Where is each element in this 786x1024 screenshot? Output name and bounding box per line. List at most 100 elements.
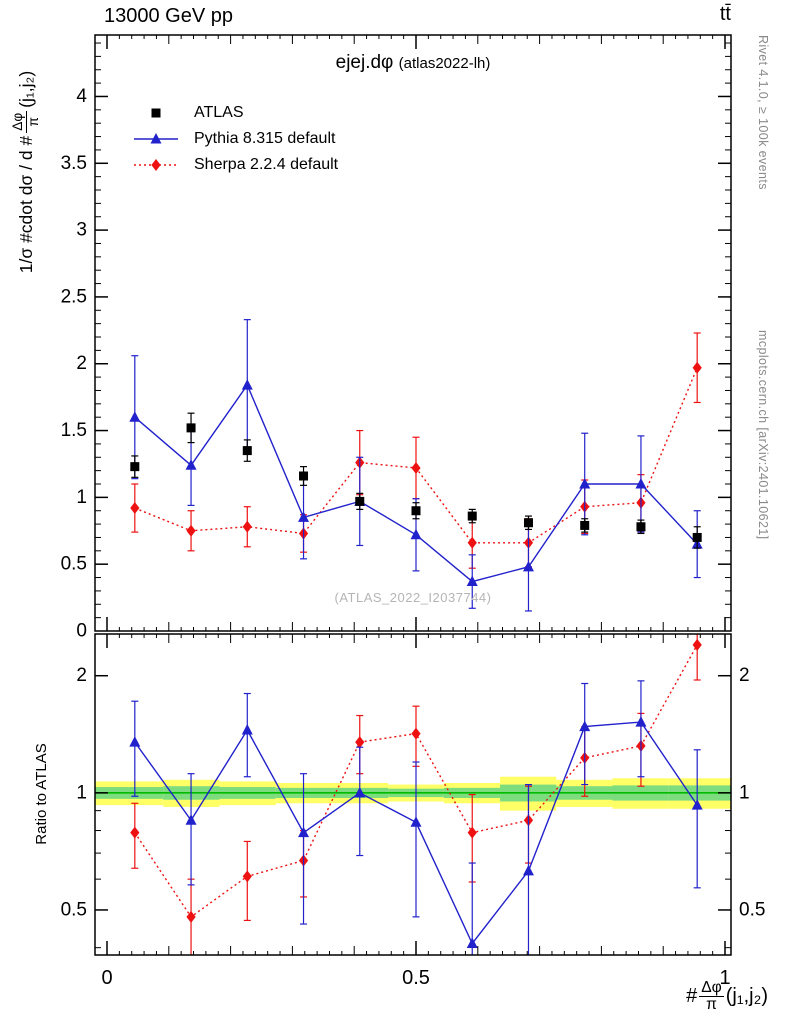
x-tick-label: 0: [101, 967, 112, 989]
data-point-triangle: [129, 736, 141, 747]
fraction-denominator: π: [25, 117, 41, 127]
x-axis-title-suffix: (j₁,j₂): [725, 985, 768, 1008]
data-point-square: [242, 446, 252, 456]
data-point-square: [130, 462, 140, 472]
series-pythia-main: [129, 319, 703, 612]
legend-item-sherpa: Sherpa 2.2.4 default: [126, 152, 338, 178]
data-point-diamond: [186, 524, 196, 537]
legend-marker-shape: [151, 159, 161, 171]
ratio-y-tick-label: 1: [739, 782, 750, 803]
x-tick-label: 0.5: [402, 967, 430, 989]
data-point-triangle: [185, 459, 197, 470]
ratio-y-tick-label: 0.5: [61, 899, 87, 920]
data-point-triangle: [298, 826, 310, 838]
data-point-triangle: [354, 786, 366, 798]
data-point-triangle: [410, 528, 422, 540]
y-tick-label: 1.5: [61, 420, 87, 441]
ratio-y-tick-label: 1: [76, 782, 87, 803]
data-point-square: [411, 506, 421, 516]
plot-title-analysis: (atlas2022-lh): [398, 55, 491, 72]
fraction-numerator: Δφ: [699, 979, 724, 998]
legend-item-atlas: ATLAS: [126, 100, 338, 126]
main-panel-frame: [94, 34, 732, 632]
legend-marker-svg: [134, 133, 178, 144]
ratio-axis-title: Ratio to ATLAS: [33, 743, 50, 845]
legend-label-pythia: Pythia 8.315 default: [194, 130, 336, 147]
data-point-diamond: [186, 910, 196, 923]
data-point-square: [467, 511, 477, 521]
data-point-triangle: [466, 937, 478, 948]
y-tick-label: 2: [76, 353, 87, 374]
legend-item-pythia: Pythia 8.315 default: [126, 126, 338, 152]
data-point-diamond: [242, 870, 252, 883]
data-point-diamond: [692, 638, 702, 651]
ratio-y-tick-label: 2: [739, 665, 750, 686]
data-point-triangle: [635, 478, 647, 489]
data-point-square: [186, 423, 196, 433]
legend: ATLAS Pythia 8.315 default Sherpa 2.2.4 …: [126, 100, 338, 178]
data-point-square: [299, 471, 309, 481]
data-point-triangle: [298, 511, 310, 522]
rivet-version-label: Rivet 4.1.0, ≥ 100k events: [756, 35, 770, 190]
data-point-triangle: [241, 379, 253, 390]
data-point-diamond: [130, 502, 140, 515]
ratio-bands: [95, 776, 731, 811]
legend-marker-shape: [151, 108, 161, 118]
data-point-triangle: [466, 575, 478, 587]
data-point-triangle: [241, 724, 253, 735]
data-point-square: [355, 496, 365, 506]
data-point-diamond: [242, 520, 252, 533]
y-tick-label: 4: [76, 86, 87, 107]
y-axis-title-suffix: (j₁,j₂): [15, 70, 36, 108]
beam-energy-label: 13000 GeV pp: [104, 5, 233, 27]
data-point-diamond: [411, 461, 421, 474]
data-point-diamond: [355, 736, 365, 749]
data-point-square: [636, 522, 646, 532]
data-point-triangle: [129, 411, 141, 422]
pythia-marker-icon: [126, 131, 186, 147]
legend-marker-svg: [134, 159, 178, 171]
data-point-triangle: [579, 720, 591, 732]
data-point-square: [692, 532, 702, 542]
data-point-diamond: [692, 361, 702, 374]
ratio-panel-frame: [94, 633, 732, 956]
y-tick-label: 3: [76, 220, 87, 241]
y-tick-label: 1: [76, 487, 87, 508]
y-tick-label: 0: [76, 621, 87, 642]
legend-marker-shape: [150, 133, 162, 144]
fraction-numerator: Δφ: [10, 110, 27, 133]
analysis-watermark: (ATLAS_2022_I2037744): [334, 590, 492, 605]
atlas-marker-icon: [126, 105, 186, 121]
data-point-diamond: [467, 536, 477, 549]
data-point-triangle: [579, 478, 591, 489]
y-axis-title-prefix: 1/σ #cdot dσ / d #: [15, 135, 36, 274]
x-tick-label: 1: [719, 967, 730, 989]
delta-phi-over-pi-fraction: Δφ π: [10, 110, 41, 133]
ratio-y-tick-label: 2: [76, 665, 87, 686]
data-point-square: [580, 520, 590, 530]
plot-title-main: ejej.dφ: [335, 52, 394, 73]
data-point-triangle: [410, 816, 422, 827]
x-axis-title: # Δφ π (j₁,j₂): [686, 979, 768, 1014]
y-tick-label: 3.5: [61, 153, 87, 174]
mcplots-arxiv-label: mcplots.cern.ch [arXiv:2401.10621]: [756, 330, 770, 540]
legend-label-sherpa: Sherpa 2.2.4 default: [194, 156, 339, 173]
data-point-diamond: [411, 727, 421, 740]
sherpa-marker-icon: [126, 157, 186, 173]
data-point-triangle: [522, 864, 534, 876]
ratio-y-tick-label: 0.5: [739, 899, 765, 920]
data-point-triangle: [691, 799, 703, 810]
legend-marker-svg: [151, 108, 161, 118]
series-atlas-main: [130, 412, 702, 549]
data-point-diamond: [467, 826, 477, 839]
data-point-triangle: [522, 560, 534, 572]
data-point-square: [523, 518, 533, 528]
process-label: tt̄: [719, 3, 731, 25]
data-point-diamond: [130, 826, 140, 839]
legend-label-atlas: ATLAS: [194, 104, 244, 121]
fraction-denominator: π: [706, 996, 717, 1014]
x-axis-title-prefix: #: [686, 985, 698, 1008]
data-point-triangle: [635, 716, 647, 727]
plot-title: ejej.dφ (atlas2022-lh): [95, 52, 731, 74]
